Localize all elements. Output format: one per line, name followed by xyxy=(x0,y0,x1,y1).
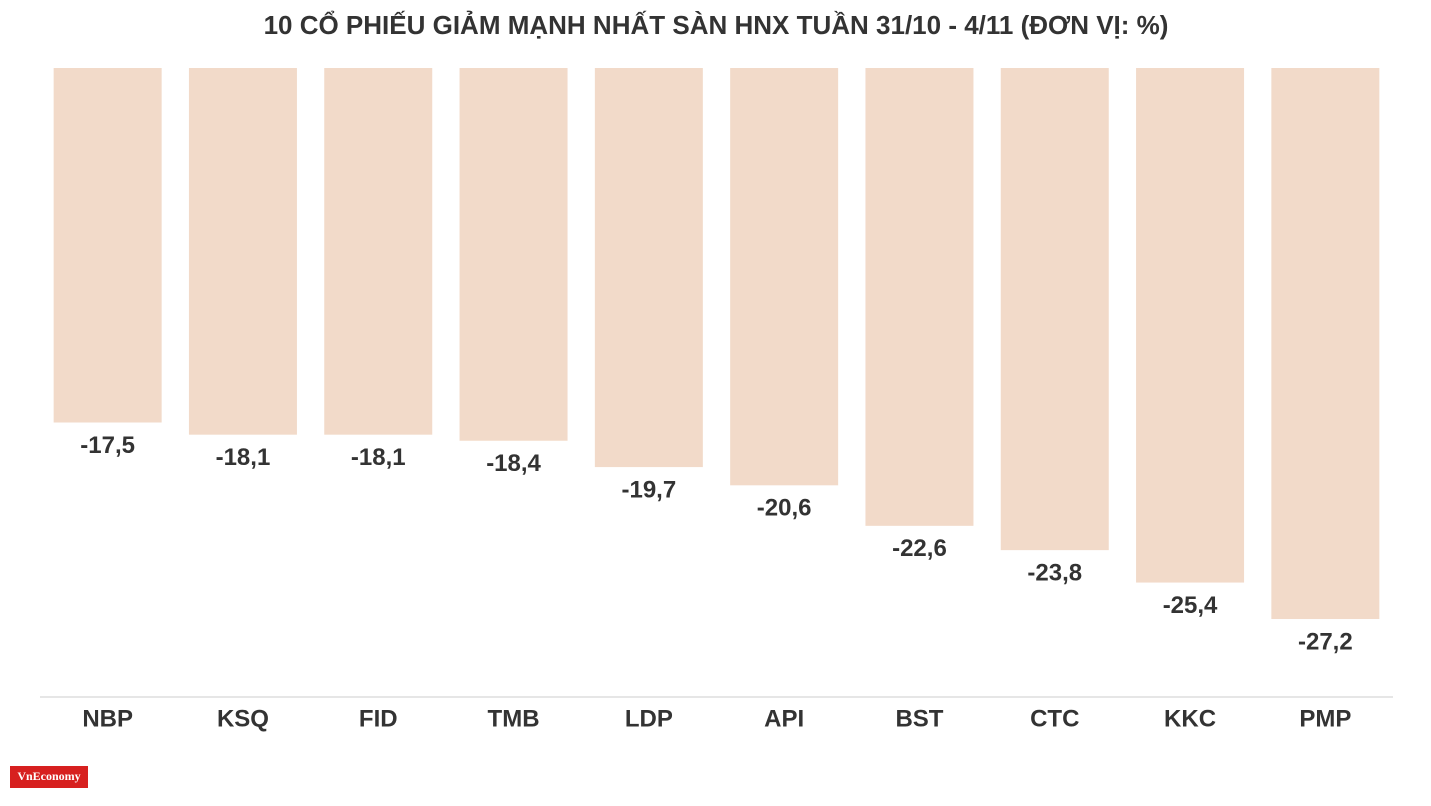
value-label: -18,1 xyxy=(351,444,406,471)
x-tick-label: BST xyxy=(895,705,943,732)
x-tick-label: CTC xyxy=(1030,705,1079,732)
x-tick-label: KKC xyxy=(1164,705,1216,732)
value-label: -23,8 xyxy=(1027,559,1082,586)
x-tick-label: API xyxy=(764,705,804,732)
value-label: -22,6 xyxy=(892,535,947,562)
value-label: -18,4 xyxy=(486,450,541,477)
value-label: -17,5 xyxy=(80,432,135,459)
value-label: -18,1 xyxy=(216,444,271,471)
bar xyxy=(324,68,433,435)
x-tick-label: PMP xyxy=(1299,705,1351,732)
x-tick-label: FID xyxy=(359,705,398,732)
x-tick-label: KSQ xyxy=(217,705,269,732)
x-tick-label: NBP xyxy=(82,705,133,732)
bar xyxy=(730,68,839,486)
bar xyxy=(459,68,568,441)
value-label: -27,2 xyxy=(1298,628,1353,655)
bar xyxy=(1136,68,1245,583)
bar xyxy=(594,68,703,468)
bar xyxy=(865,68,974,526)
x-tick-label: LDP xyxy=(625,705,673,732)
value-label: -20,6 xyxy=(757,495,812,522)
x-tick-label: TMB xyxy=(488,705,540,732)
bar xyxy=(53,68,162,423)
logo: VnEconomy xyxy=(17,769,80,783)
bar xyxy=(1271,68,1380,620)
bar xyxy=(188,68,297,435)
chart-title: 10 CỔ PHIẾU GIẢM MẠNH NHẤT SÀN HNX TUẦN … xyxy=(264,10,1169,40)
bar xyxy=(1000,68,1109,551)
value-label: -19,7 xyxy=(621,476,676,503)
value-label: -25,4 xyxy=(1163,592,1218,619)
logo-box xyxy=(10,766,88,788)
